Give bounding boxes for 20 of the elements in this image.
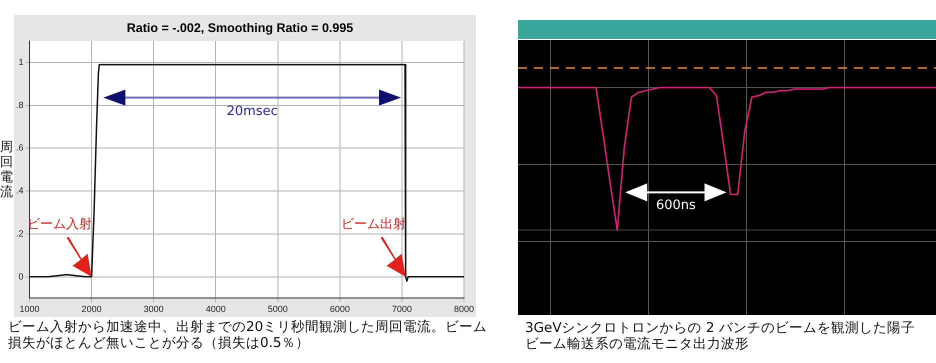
y-axis-title: 周回電流 — [0, 140, 14, 200]
x-tick-label: 2000 — [82, 304, 102, 314]
x-tick-label: 5000 — [268, 304, 288, 314]
x-tick-label: 1000 — [19, 304, 40, 314]
x-tick-label: 4000 — [206, 304, 226, 314]
annotation: 600ns — [654, 198, 697, 214]
annotation: 20msec — [226, 104, 279, 120]
y-tick-label: .4 — [16, 186, 24, 196]
y-tick-label: .2 — [16, 228, 24, 238]
x-tick-label: 6000 — [330, 304, 350, 314]
text: 3GeVシンクロトロンからの 2 バンチのビームを観測した陽子ビーム輸送系の電流モニタ出力波形 — [525, 320, 916, 352]
y-tick-label: .8 — [16, 100, 24, 110]
x-tick-label: 8000 — [454, 304, 474, 314]
x-tick-label: 7000 — [392, 304, 412, 314]
x-tick-label: 3000 — [144, 304, 164, 314]
chart-title: Ratio = -.002, Smoothing Ratio = 0.995 — [126, 20, 354, 35]
y-tick-label: 0 — [18, 271, 24, 282]
text: ビーム入射から加速途中、出射までの20ミリ秒間観測した周回電流。ビーム損失がほとんど無いことが分る（損失は0.5％） — [8, 319, 488, 351]
y-tick-label: 1 — [18, 56, 24, 67]
y-tick-label: .6 — [16, 142, 24, 153]
